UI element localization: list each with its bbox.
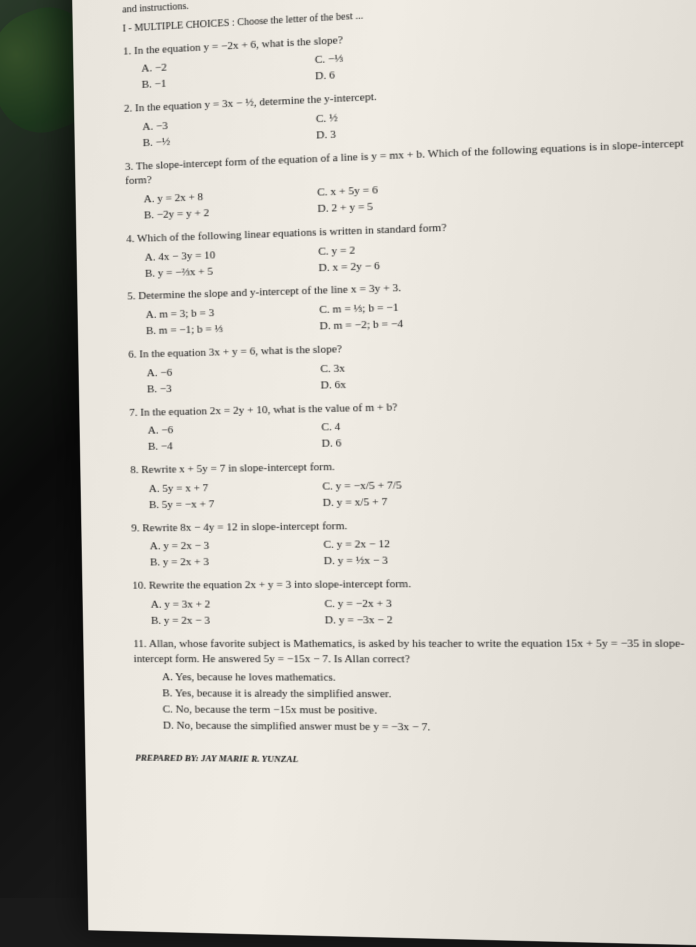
question-text: Allan, whose favorite subject is Mathema… — [133, 637, 684, 665]
question-text: Rewrite x + 5y = 7 in slope-intercept fo… — [141, 461, 335, 476]
question-10: 10. Rewrite the equation 2x + y = 3 into… — [132, 575, 696, 594]
question-10-options: A. y = 3x + 2C. y = −2x + 3B. y = 2x − 3… — [151, 595, 696, 628]
option-d: D. y = ½x − 3 — [324, 553, 503, 570]
option-c: C. y = 2x − 12 — [323, 536, 502, 553]
question-7-options: A. −6C. 4B. −4D. 6 — [148, 413, 696, 455]
question-9-options: A. y = 2x − 3C. y = 2x − 12B. y = 2x + 3… — [150, 534, 696, 570]
option-b: B. y = 2x − 3 — [151, 613, 325, 628]
question-number: 2. — [124, 102, 132, 114]
question-11-options: A. Yes, because he loves mathematics. B.… — [162, 671, 696, 738]
option-b: B. y = 2x + 3 — [150, 554, 324, 570]
worksheet-page: INSTRUCTIONS: and instructions. I - MULT… — [72, 0, 696, 947]
option-d: D. 6x — [320, 374, 499, 393]
option-c: C. No, because the term −15x must be pos… — [163, 702, 696, 720]
option-a: A. Yes, because he loves mathematics. — [162, 671, 696, 688]
question-text: Rewrite 8x − 4y = 12 in slope-intercept … — [142, 520, 347, 534]
question-number: 5. — [127, 291, 135, 303]
option-a: A. y = 3x + 2 — [151, 597, 325, 613]
option-d: D. 6 — [322, 434, 501, 452]
question-9: 9. Rewrite 8x − 4y = 12 in slope-interce… — [131, 514, 696, 535]
question-text: In the equation 3x + y = 6, what is the … — [139, 343, 342, 360]
option-d: D. y = x/5 + 7 — [323, 493, 502, 511]
option-a: A. y = 2x − 3 — [150, 538, 324, 555]
option-b: B. 5y = −x + 7 — [149, 496, 323, 513]
question-number: 3. — [125, 160, 133, 172]
footer-prepared-by: PREPARED BY: JAY MARIE R. YUNZAL — [135, 751, 696, 769]
question-text: Determine the slope and y-intercept of t… — [138, 282, 401, 302]
option-d: D. No, because the simplified answer mus… — [163, 718, 696, 737]
question-number: 6. — [128, 348, 136, 360]
option-b: B. −4 — [148, 437, 322, 455]
question-number: 1. — [123, 45, 131, 57]
question-text: Rewrite the equation 2x + y = 3 into slo… — [149, 578, 411, 592]
option-b: B. Yes, because it is already the simpli… — [162, 686, 696, 703]
question-number: 8. — [130, 464, 138, 476]
question-number: 4. — [126, 233, 134, 245]
option-c: C. y = −2x + 3 — [324, 596, 503, 612]
question-11: 11. Allan, whose favorite subject is Mat… — [133, 636, 696, 667]
question-number: 11. — [133, 638, 147, 650]
question-text: In the equation 2x = 2y + 10, what is th… — [140, 401, 397, 419]
question-number: 9. — [131, 522, 139, 534]
option-b: B. −3 — [147, 378, 321, 397]
option-a: A. −6 — [148, 421, 322, 439]
option-c: C. 4 — [321, 417, 500, 436]
option-c: C. y = −x/5 + 7/5 — [322, 477, 501, 495]
question-number: 10. — [132, 580, 146, 592]
questions-container: 1. In the equation y = −2x + 6, what is … — [123, 14, 696, 629]
question-number: 7. — [129, 406, 137, 418]
question-8-options: A. 5y = x + 7C. y = −x/5 + 7/5B. 5y = −x… — [149, 474, 696, 513]
option-d: D. y = −3x − 2 — [325, 612, 504, 628]
option-a: A. 5y = x + 7 — [149, 479, 323, 496]
